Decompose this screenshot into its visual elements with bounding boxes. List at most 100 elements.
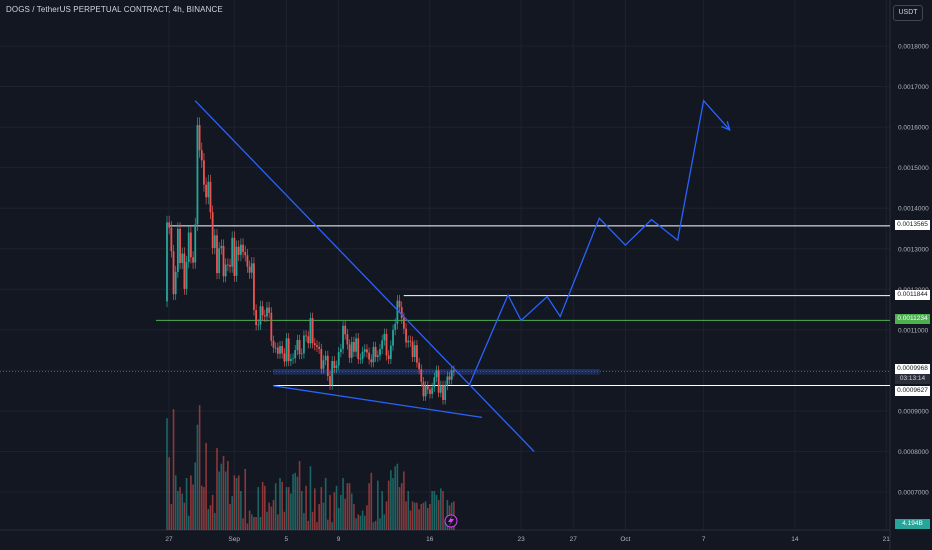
time-axis[interactable]: 27Sep59162327Oct7142128 <box>165 536 932 543</box>
candle-body <box>259 306 262 325</box>
candle-body <box>411 341 414 358</box>
candle-body <box>257 324 260 326</box>
price-tick-label: 0.0017000 <box>898 84 929 91</box>
time-tick-label: 21 <box>883 536 891 543</box>
candle-body <box>303 335 305 354</box>
volume-bar <box>374 520 377 530</box>
candle-body <box>429 389 431 394</box>
candle-body <box>450 370 453 380</box>
candle-body <box>398 300 401 308</box>
volume-bar <box>244 468 247 530</box>
volume-bar <box>427 507 429 530</box>
volume-bar <box>177 491 179 530</box>
volume-bar <box>346 483 349 530</box>
candle-body <box>335 365 338 368</box>
candle-body <box>172 251 175 295</box>
volume-bar <box>246 523 249 530</box>
candle-body <box>203 160 205 185</box>
volume-bar <box>207 509 210 530</box>
volume-bar <box>416 502 418 530</box>
candle-body <box>196 125 199 225</box>
candle-body <box>355 338 357 352</box>
candle-body <box>409 340 412 342</box>
candle-body <box>274 347 277 349</box>
volume-bar <box>398 487 401 530</box>
volume-bar <box>170 504 173 530</box>
candle-body <box>261 306 264 316</box>
volume-bar <box>253 517 255 530</box>
volume-bar <box>224 471 227 530</box>
volume-bar <box>363 515 366 530</box>
volume-bar <box>390 470 392 530</box>
volume-bar <box>429 504 431 530</box>
volume-bar <box>250 514 253 530</box>
candle-body <box>266 307 268 317</box>
volume-bar <box>437 500 440 530</box>
price-label-resistance-1: 0.0013565 <box>895 220 930 230</box>
price-axis[interactable]: 0.0018000 0.0017000 0.0016000 0.0015000 0.00… <box>898 44 929 497</box>
candle-body <box>324 355 327 361</box>
candle-body <box>426 385 429 390</box>
volume-bar <box>203 487 205 530</box>
volume-bar <box>440 488 442 530</box>
candle-body <box>272 340 275 348</box>
volume-bar <box>446 500 449 530</box>
price-tick-label: 0.0008000 <box>898 449 929 456</box>
volume-bar <box>316 522 318 530</box>
candle-body <box>385 333 388 356</box>
volume-bar <box>318 504 320 530</box>
volume-bar <box>198 405 201 530</box>
candle-body <box>283 353 286 362</box>
volume-bar <box>383 514 386 530</box>
volume-bar <box>366 505 368 530</box>
price-tick-label: 0.0016000 <box>898 125 929 132</box>
price-tick-label: 0.0014000 <box>898 206 929 213</box>
volume-bar <box>294 472 297 530</box>
candle-body <box>437 370 440 393</box>
volume-bar <box>324 478 327 530</box>
volume-bar <box>400 483 403 530</box>
volume-bar <box>344 498 347 530</box>
candle-body <box>250 263 253 273</box>
volume-bar <box>442 491 444 530</box>
candle-body <box>285 338 288 362</box>
candle-body <box>400 307 403 319</box>
candle-body <box>176 228 179 272</box>
candle-body <box>407 340 410 343</box>
time-tick-label: 23 <box>517 536 525 543</box>
volume-bar <box>435 494 438 530</box>
price-tick-label: 0.0018000 <box>898 44 929 51</box>
volume-bar <box>368 483 370 530</box>
trend-drawings[interactable] <box>194 99 731 452</box>
candle-body <box>392 329 394 346</box>
currency-button[interactable]: USDT <box>893 5 923 21</box>
candle-body <box>253 263 255 310</box>
volume-bar <box>181 493 184 530</box>
volume-bar <box>350 493 353 530</box>
candle-body <box>322 360 325 369</box>
volume-bar <box>242 518 244 530</box>
volume-bar <box>209 505 212 530</box>
candle-body <box>389 345 392 360</box>
volume-bar <box>303 513 305 530</box>
candle-body <box>396 300 399 324</box>
volume-bar <box>327 519 329 530</box>
volume-bar <box>281 481 283 530</box>
replay-icon[interactable] <box>444 514 458 528</box>
candle-body <box>211 212 214 248</box>
symbol-title[interactable]: DOGS / TetherUS PERPETUAL CONTRACT, 4h, … <box>6 5 223 14</box>
volume-bar <box>227 461 229 530</box>
volume-bar <box>214 513 216 530</box>
volume-bar <box>394 466 396 530</box>
candle-body <box>294 350 297 359</box>
volume-bar <box>229 504 231 530</box>
candle-body <box>344 325 347 335</box>
candle-body <box>198 125 201 151</box>
candle-body <box>174 271 177 295</box>
candle-body <box>242 244 244 252</box>
candle-body <box>359 358 362 360</box>
candle-body <box>333 361 336 368</box>
volume-bar <box>342 478 344 530</box>
volume-bar <box>320 487 323 530</box>
